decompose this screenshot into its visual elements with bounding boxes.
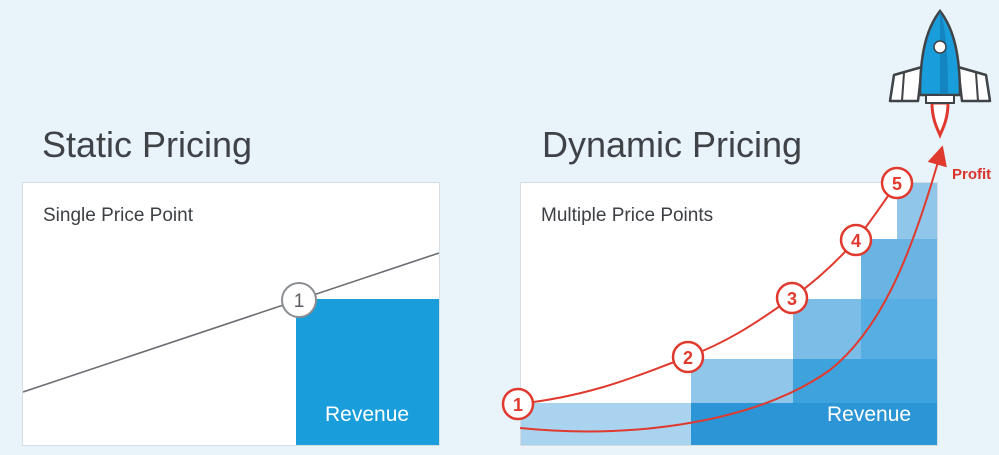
price-point-5: 5: [880, 166, 914, 200]
static-revenue-area: [296, 299, 439, 445]
price-point-2: 2: [671, 340, 705, 374]
dynamic-subtitle: Multiple Price Points: [541, 205, 714, 226]
price-point-1-label: 1: [513, 395, 523, 415]
static-chart: 1: [23, 252, 439, 445]
dynamic-revenue-label: Revenue: [827, 403, 912, 426]
static-subtitle: Single Price Point: [43, 205, 193, 226]
profit-arrow-curve: [519, 145, 947, 433]
static-revenue-label: Revenue: [325, 403, 410, 426]
static-pricing-title: Static Pricing: [42, 124, 253, 165]
step-overlap-4: [897, 239, 937, 299]
dynamic-revenue-steps: [521, 183, 937, 445]
rocket-icon: [888, 8, 992, 140]
static-price-point-label: 1: [294, 291, 305, 312]
step-overlap-2: [793, 359, 937, 403]
dynamic-pricing-title: Dynamic Pricing: [542, 124, 803, 165]
profit-label: Profit: [952, 166, 992, 183]
price-point-5-label: 5: [892, 174, 902, 194]
static-pricing-panel: Single Price Point 1 Revenue: [22, 182, 440, 446]
step-overlap-1: [691, 403, 937, 445]
price-point-4: 4: [839, 223, 873, 257]
price-point-3-label: 3: [787, 289, 797, 309]
price-points-curve: [517, 182, 898, 405]
price-point-4-label: 4: [851, 231, 861, 251]
price-point-2-label: 2: [683, 348, 693, 368]
static-price-point: 1: [281, 282, 317, 318]
price-point-3: 3: [775, 281, 809, 315]
step-1-area: [521, 403, 691, 445]
dynamic-steps-chart: [521, 183, 937, 445]
demand-line: [23, 252, 439, 393]
dynamic-pricing-panel: Multiple Price Points Revenue: [520, 182, 938, 446]
step-overlap-3: [861, 299, 937, 359]
price-point-1: 1: [501, 387, 535, 421]
